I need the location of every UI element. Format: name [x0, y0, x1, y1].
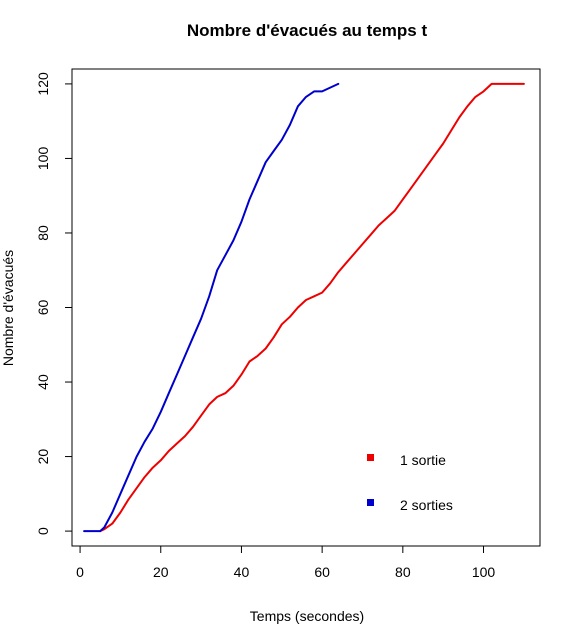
plot-area-frame	[71, 68, 541, 547]
legend: 1 sortie 2 sorties	[367, 452, 453, 513]
y-axis: 0 20 40 60 80 100 120	[35, 72, 73, 535]
legend-swatch-2-sorties	[367, 499, 374, 506]
legend-label-1-sortie: 1 sortie	[400, 452, 446, 468]
x-axis: 0 20 40 60 80 100	[76, 545, 496, 580]
series-layer	[83, 82, 525, 533]
series-line-2-sorties	[83, 82, 340, 533]
x-tick-label: 100	[472, 564, 496, 580]
x-tick-label: 40	[234, 564, 250, 580]
y-tick-label: 0	[35, 527, 51, 535]
y-tick-label: 40	[35, 374, 51, 390]
x-tick-label: 80	[395, 564, 411, 580]
x-tick-label: 20	[153, 564, 169, 580]
x-tick-label: 60	[314, 564, 330, 580]
y-tick-label: 20	[35, 449, 51, 465]
y-tick-label: 80	[35, 225, 51, 241]
x-axis-label: Temps (secondes)	[250, 608, 364, 624]
legend-label-2-sorties: 2 sorties	[400, 497, 453, 513]
y-tick-label: 100	[35, 147, 51, 171]
y-axis-label: Nombre d'évacués	[0, 250, 16, 366]
chart-title: Nombre d'évacués au temps t	[187, 21, 428, 40]
series-line-1-sortie	[99, 82, 525, 533]
y-tick-label: 120	[35, 72, 51, 96]
legend-swatch-1-sortie	[367, 454, 374, 461]
y-tick-label: 60	[35, 300, 51, 316]
x-tick-label: 0	[76, 564, 84, 580]
